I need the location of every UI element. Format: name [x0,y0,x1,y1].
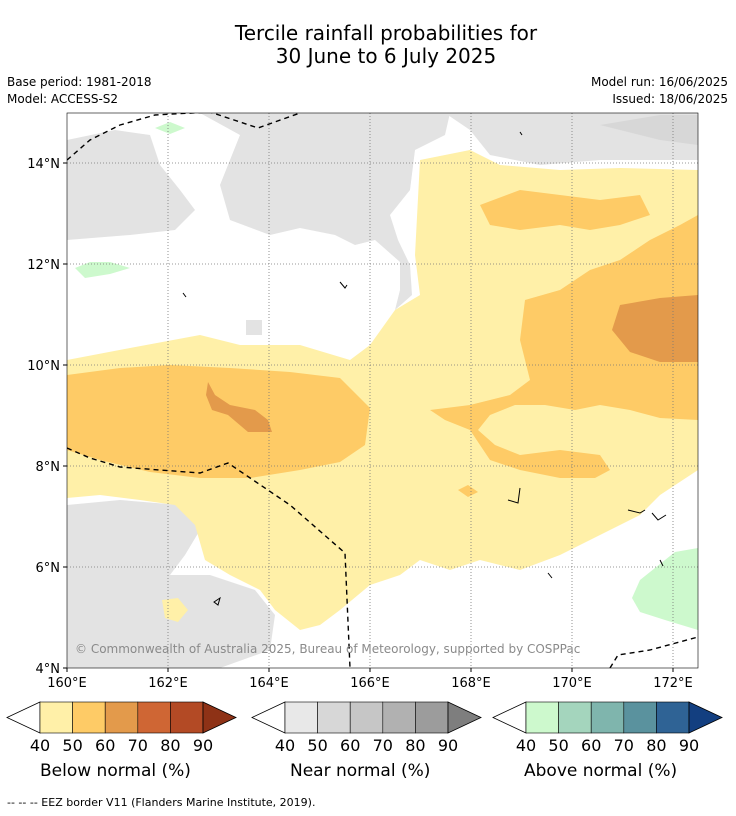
lat-label-8n: 8°N [36,460,61,475]
lat-label-10n: 10°N [27,359,60,374]
copyright-text: © Commonwealth of Australia 2025, Bureau… [75,642,580,656]
colorbar-below-tick-70: 70 [128,736,148,755]
map-frame [66,112,699,669]
colorbar-below-tick-90: 90 [193,736,213,755]
colorbar-near: 40 50 60 70 80 90 [251,701,482,755]
below-normal-40-region [67,150,698,630]
latitude-labels: 14°N 12°N 10°N 8°N 6°N 4°N [27,157,60,677]
lat-ticks [63,162,67,669]
colorbar-near-segment-40 [284,701,318,734]
issued-date: Issued: 18/06/2025 [612,92,728,106]
colorbar-above-segment-70 [623,701,657,734]
colorbar-above-under-extension [492,701,527,734]
above-normal-region-se [632,548,698,630]
meta-right: Model run: 16/06/2025 Issued: 18/06/2025 [591,74,728,108]
colorbar-below-tick-40: 40 [30,736,50,755]
model-run: Model run: 16/06/2025 [590,75,728,89]
lon-label-160e: 160°E [47,676,87,691]
chart-title: Tercile rainfall probabilities for 30 Ju… [0,22,736,68]
colorbar-below-segment-50 [72,701,106,734]
colorbar-above-segment-50 [558,701,592,734]
below-normal-50-region-central [430,215,698,478]
longitude-labels: 160°E 162°E 164°E 166°E 168°E 170°E 172°… [47,676,693,691]
eez-footnote: -- -- -- EEZ border V11 (Flanders Marine… [7,796,316,809]
colorbar-near-tick-80: 80 [405,736,425,755]
above-normal-patch-1 [75,262,130,278]
lon-label-168e: 168°E [451,676,491,691]
colorbar-below-segment-80 [170,701,204,734]
colorbar-below-segment-60 [104,701,139,734]
colorbar-above-tick-50: 50 [548,736,568,755]
colorbar-near-tick-90: 90 [438,736,458,755]
lon-label-162e: 162°E [148,676,188,691]
colorbar-near-tick-70: 70 [373,736,393,755]
near-normal-region-ne-darker [600,115,698,145]
meta-left: Base period: 1981-2018 Model: ACCESS-S2 [7,74,152,108]
title-line-2: 30 June to 6 July 2025 [275,44,497,68]
grid [67,113,698,668]
colorbar-near-tick-60: 60 [340,736,360,755]
eez-borders [67,113,698,668]
above-normal-patch-2 [155,122,185,134]
legends: 40 50 60 70 80 90 40 50 60 70 80 90 40 50 60 70 80 90 [6,701,723,755]
colorbar-below-over-extension [202,701,237,734]
lat-label-4n: 4°N [36,662,61,677]
lat-label-12n: 12°N [27,258,60,273]
near-normal-region-sw [67,500,275,668]
legend-label-below: Below normal (%) [40,761,191,781]
near-normal-patch [246,320,262,335]
lon-label-164e: 164°E [249,676,289,691]
colorbar-below-segment-70 [137,701,171,734]
colorbar-below-tick-50: 50 [62,736,82,755]
colorbar-above-tick-90: 90 [679,736,699,755]
legend-label-near: Near normal (%) [290,761,431,781]
colorbar-near-segment-50 [317,701,351,734]
islands [182,131,667,606]
model-name: Model: ACCESS-S2 [7,92,119,106]
colorbar-below-under-extension [6,701,41,734]
colorbar-near-tick-40: 40 [275,736,295,755]
below-normal-50-small [458,485,478,497]
colorbar-near-tick-50: 50 [307,736,327,755]
title-line-1: Tercile rainfall probabilities for [234,21,538,45]
lon-ticks [66,668,674,672]
colorbar-near-over-extension [447,701,482,734]
colorbar-near-segment-70 [382,701,416,734]
colorbar-above-tick-60: 60 [581,736,601,755]
lon-label-172e: 172°E [653,676,693,691]
colorbar-near-segment-80 [415,701,449,734]
colorbar-above: 40 50 60 70 80 90 [492,701,723,755]
below-normal-50-region-north [480,190,650,230]
colorbar-above-segment-40 [525,701,559,734]
colorbar-above-tick-70: 70 [614,736,634,755]
near-normal-region-north [67,113,450,310]
colorbar-near-segment-60 [349,701,384,734]
colorbar-above-segment-60 [590,701,625,734]
colorbar-near-under-extension [251,701,286,734]
base-period: Base period: 1981-2018 [7,75,152,89]
near-normal-region-west [67,130,195,240]
below-normal-40-patch [162,598,188,622]
below-normal-50-region-west [67,365,370,478]
below-normal-60-region-west [206,382,272,432]
below-normal-60-region-east [612,295,698,362]
colorbar-above-over-extension [688,701,723,734]
colorbar-above-segment-80 [656,701,690,734]
legend-label-above: Above normal (%) [524,761,678,781]
colorbar-below: 40 50 60 70 80 90 [6,701,237,755]
lon-label-170e: 170°E [552,676,592,691]
colorbar-below-segment-40 [39,701,73,734]
colorbar-below-tick-60: 60 [95,736,115,755]
lat-label-14n: 14°N [27,157,60,172]
colorbar-below-tick-80: 80 [160,736,180,755]
lat-label-6n: 6°N [36,561,61,576]
lon-label-166e: 166°E [350,676,390,691]
map-plot: © Commonwealth of Australia 2025, Bureau… [67,113,698,668]
colorbar-above-tick-40: 40 [516,736,536,755]
colorbar-above-tick-80: 80 [646,736,666,755]
